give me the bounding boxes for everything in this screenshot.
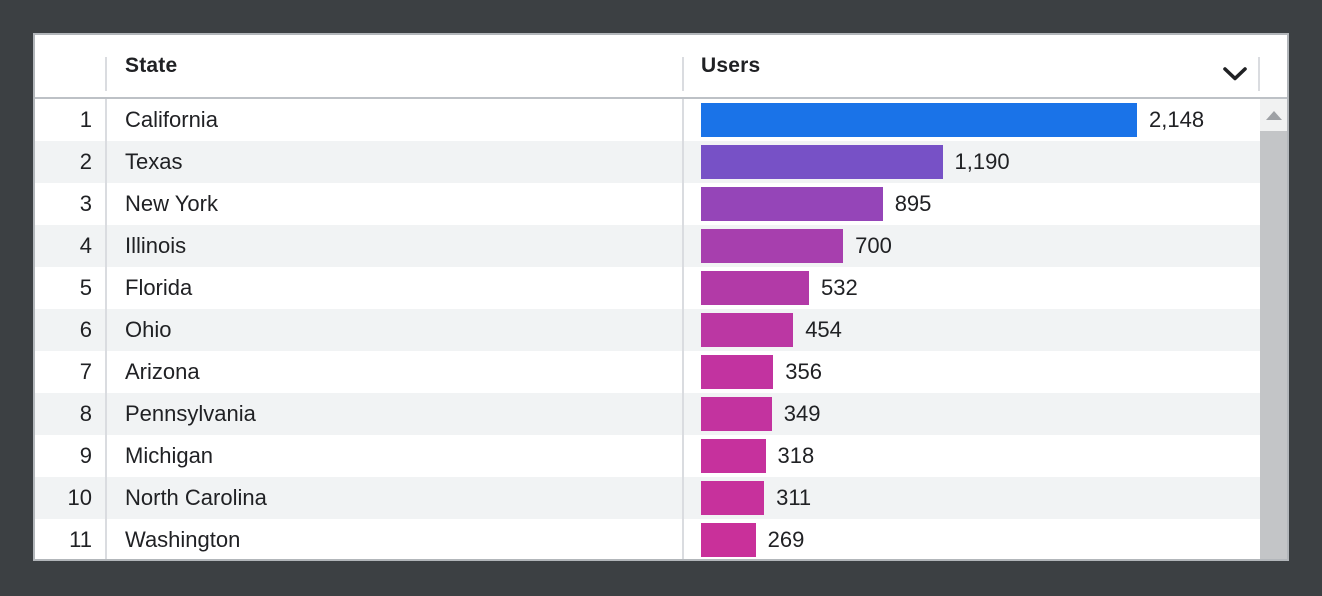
chevron-down-icon[interactable] — [1222, 66, 1248, 82]
header-column-divider — [1258, 57, 1260, 91]
users-value: 700 — [855, 233, 892, 258]
header-column-divider — [682, 57, 684, 91]
table-row: 5 Florida 532 — [35, 267, 1287, 309]
row-users-cell: 356 — [682, 351, 1287, 393]
row-rank: 10 — [67, 485, 92, 510]
row-state: Illinois — [125, 233, 187, 258]
row-state: California — [125, 107, 218, 132]
table-row: 6 Ohio 454 — [35, 309, 1287, 351]
row-users-cell: 1,190 — [682, 141, 1287, 183]
row-state: Arizona — [125, 359, 200, 384]
row-rank: 11 — [69, 527, 92, 552]
users-value: 895 — [894, 191, 932, 216]
row-state: Michigan — [125, 443, 214, 468]
table-row: 1 California 2,148 — [35, 99, 1287, 141]
row-rank: 7 — [79, 359, 92, 384]
row-users-cell: 318 — [682, 435, 1287, 477]
row-users-cell: 532 — [682, 267, 1287, 309]
users-value: 311 — [776, 485, 812, 510]
users-bar — [701, 481, 765, 515]
row-rank: 3 — [79, 191, 92, 216]
column-header-state[interactable]: State — [125, 54, 178, 77]
triangle-up-icon — [1265, 110, 1282, 120]
row-users-cell: 349 — [682, 393, 1287, 435]
users-bar — [701, 439, 766, 473]
row-users-cell: 269 — [682, 519, 1287, 559]
table-row: 10 North Carolina 311 — [35, 477, 1287, 519]
users-bar — [701, 271, 809, 305]
table-body: 1 California 2,148 2 Texas 1,190 3 New Y… — [35, 99, 1287, 559]
row-state: New York — [125, 191, 218, 216]
users-value: 356 — [785, 359, 823, 384]
column-divider — [105, 99, 107, 559]
users-bar — [701, 103, 1137, 137]
users-value: 349 — [783, 401, 821, 426]
users-value: 269 — [767, 527, 805, 552]
row-users-cell: 311 — [682, 477, 1287, 519]
row-state: Florida — [125, 275, 193, 300]
table-row: 9 Michigan 318 — [35, 435, 1287, 477]
users-bar — [701, 229, 844, 263]
row-rank: 8 — [79, 401, 92, 426]
users-value: 2,148 — [1149, 107, 1205, 132]
row-users-cell: 895 — [682, 183, 1287, 225]
row-state: Ohio — [125, 317, 172, 342]
scrollbar-thumb[interactable] — [1260, 131, 1287, 559]
row-users-cell: 2,148 — [682, 99, 1287, 141]
row-rank: 6 — [79, 317, 92, 342]
table-row: 3 New York 895 — [35, 183, 1287, 225]
table-row: 8 Pennsylvania 349 — [35, 393, 1287, 435]
users-value: 454 — [805, 317, 842, 342]
row-users-cell: 700 — [682, 225, 1287, 267]
users-value: 1,190 — [954, 149, 1010, 174]
row-rank: 4 — [79, 233, 92, 258]
users-value: 532 — [821, 275, 858, 300]
users-bar — [701, 397, 772, 431]
vertical-scrollbar[interactable] — [1260, 99, 1287, 559]
row-state: Texas — [125, 149, 183, 174]
row-rank: 9 — [79, 443, 92, 468]
row-rank: 2 — [79, 149, 92, 174]
table-header: State Users — [35, 35, 1287, 99]
row-rank: 1 — [79, 107, 92, 132]
column-divider — [682, 99, 684, 559]
users-bar — [701, 523, 756, 557]
row-state: Pennsylvania — [125, 401, 256, 426]
users-bar — [701, 355, 774, 389]
row-state: Washington — [125, 527, 241, 552]
table-row: 7 Arizona 356 — [35, 351, 1287, 393]
users-bar — [701, 145, 943, 179]
row-users-cell: 454 — [682, 309, 1287, 351]
users-value: 318 — [777, 443, 815, 468]
column-header-users[interactable]: Users — [701, 54, 761, 77]
row-state: North Carolina — [125, 485, 267, 510]
data-table-card: State Users 1 California 2,148 2 Texas 1… — [33, 33, 1289, 561]
table-row: 2 Texas 1,190 — [35, 141, 1287, 183]
row-rank: 5 — [79, 275, 92, 300]
users-bar — [701, 187, 883, 221]
header-column-divider — [105, 57, 107, 91]
users-bar — [701, 313, 794, 347]
scroll-up-button[interactable] — [1260, 99, 1287, 131]
table-row: 4 Illinois 700 — [35, 225, 1287, 267]
table-row: 11 Washington 269 — [35, 519, 1287, 559]
